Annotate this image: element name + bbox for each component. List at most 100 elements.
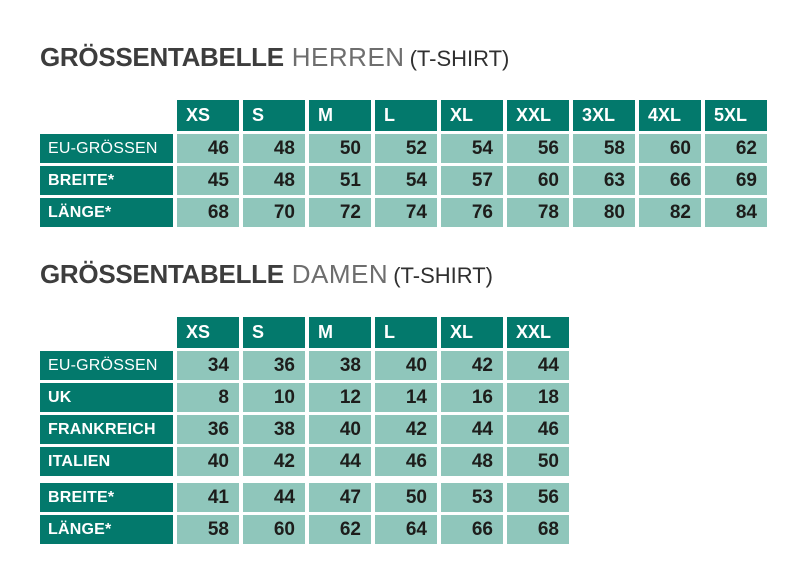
value-cell: 42 <box>243 447 305 476</box>
value-cell: 66 <box>441 515 503 544</box>
size-column-header: XS <box>177 317 239 348</box>
value-cell: 82 <box>639 198 701 227</box>
table-row: LÄNGE* 58 60 62 64 66 68 <box>40 515 803 544</box>
value-cell: 38 <box>309 351 371 380</box>
value-cell: 34 <box>177 351 239 380</box>
value-cell: 42 <box>375 415 437 444</box>
value-cell: 63 <box>573 166 635 195</box>
value-cell: 40 <box>309 415 371 444</box>
value-cell: 62 <box>309 515 371 544</box>
size-table: XS S M L XL XXL 3XL 4XL 5XL EU-GRÖSSEN 46 48 50 52 54 5… <box>40 100 803 227</box>
row-label: FRANKREICH <box>40 415 173 444</box>
value-cell: 68 <box>177 198 239 227</box>
value-cell: 48 <box>243 134 305 163</box>
value-cell: 78 <box>507 198 569 227</box>
value-cell: 53 <box>441 483 503 512</box>
table-row: LÄNGE* 68 70 72 74 76 78 80 82 84 <box>40 198 803 227</box>
value-cell: 54 <box>375 166 437 195</box>
size-table: XS S M L XL XXL EU-GRÖSSEN 34 36 38 40 42 44 UK 8 10 12 1… <box>40 317 803 544</box>
row-label: UK <box>40 383 173 412</box>
value-cell: 76 <box>441 198 503 227</box>
table-title-category: HERREN <box>291 42 405 72</box>
row-label: LÄNGE* <box>40 198 173 227</box>
value-cell: 46 <box>507 415 569 444</box>
row-label: BREITE* <box>40 483 173 512</box>
value-cell: 12 <box>309 383 371 412</box>
table-title-product: (T-SHIRT) <box>393 263 493 288</box>
table-row: BREITE* 45 48 51 54 57 60 63 66 69 <box>40 166 803 195</box>
table-row: BREITE* 41 44 47 50 53 56 <box>40 483 803 512</box>
size-column-header: M <box>309 317 371 348</box>
size-column-header: XXL <box>507 100 569 131</box>
table-title: GRÖSSENTABELLE HERREN (T-SHIRT) <box>40 42 803 73</box>
value-cell: 18 <box>507 383 569 412</box>
value-cell: 58 <box>177 515 239 544</box>
value-cell: 57 <box>441 166 503 195</box>
value-cell: 44 <box>507 351 569 380</box>
value-cell: 56 <box>507 134 569 163</box>
value-cell: 69 <box>705 166 767 195</box>
size-table-section: GRÖSSENTABELLE HERREN (T-SHIRT) XS S M L XL XXL 3… <box>40 42 803 227</box>
table-title-main: GRÖSSENTABELLE <box>40 42 284 72</box>
value-cell: 56 <box>507 483 569 512</box>
value-cell: 84 <box>705 198 767 227</box>
value-cell: 66 <box>639 166 701 195</box>
size-chart-page: GRÖSSENTABELLE HERREN (T-SHIRT) XS S M L XL XXL 3… <box>40 42 803 544</box>
size-column-header: XXL <box>507 317 569 348</box>
value-cell: 38 <box>243 415 305 444</box>
value-cell: 60 <box>507 166 569 195</box>
size-header-row: XS S M L XL XXL 3XL 4XL 5XL <box>40 100 803 131</box>
value-cell: 58 <box>573 134 635 163</box>
value-cell: 60 <box>243 515 305 544</box>
value-cell: 40 <box>177 447 239 476</box>
value-cell: 51 <box>309 166 371 195</box>
size-column-header: XL <box>441 317 503 348</box>
table-row: UK 8 10 12 14 16 18 <box>40 383 803 412</box>
value-cell: 14 <box>375 383 437 412</box>
value-cell: 74 <box>375 198 437 227</box>
table-row: ITALIEN 40 42 44 46 48 50 <box>40 447 803 476</box>
value-cell: 8 <box>177 383 239 412</box>
size-table-section: GRÖSSENTABELLE DAMEN (T-SHIRT) XS S M L XL XXL EU… <box>40 259 803 544</box>
value-cell: 44 <box>441 415 503 444</box>
row-label: EU-GRÖSSEN <box>40 134 173 163</box>
size-column-header: M <box>309 100 371 131</box>
value-cell: 41 <box>177 483 239 512</box>
size-column-header: S <box>243 100 305 131</box>
value-cell: 47 <box>309 483 371 512</box>
value-cell: 50 <box>375 483 437 512</box>
table-row: EU-GRÖSSEN 46 48 50 52 54 56 58 60 62 <box>40 134 803 163</box>
size-column-header: 3XL <box>573 100 635 131</box>
value-cell: 64 <box>375 515 437 544</box>
value-cell: 68 <box>507 515 569 544</box>
value-cell: 45 <box>177 166 239 195</box>
value-cell: 46 <box>375 447 437 476</box>
value-cell: 44 <box>309 447 371 476</box>
size-column-header: L <box>375 317 437 348</box>
value-cell: 36 <box>177 415 239 444</box>
corner-cell <box>40 100 173 131</box>
table-title-main: GRÖSSENTABELLE <box>40 259 284 289</box>
table-title-category: DAMEN <box>291 259 389 289</box>
value-cell: 70 <box>243 198 305 227</box>
value-cell: 10 <box>243 383 305 412</box>
corner-cell <box>40 317 173 348</box>
row-label: EU-GRÖSSEN <box>40 351 173 380</box>
size-column-header: XS <box>177 100 239 131</box>
size-column-header: XL <box>441 100 503 131</box>
size-column-header: L <box>375 100 437 131</box>
size-column-header: S <box>243 317 305 348</box>
table-row: EU-GRÖSSEN 34 36 38 40 42 44 <box>40 351 803 380</box>
value-cell: 44 <box>243 483 305 512</box>
table-title: GRÖSSENTABELLE DAMEN (T-SHIRT) <box>40 259 803 290</box>
value-cell: 54 <box>441 134 503 163</box>
value-cell: 62 <box>705 134 767 163</box>
value-cell: 46 <box>177 134 239 163</box>
size-column-header: 5XL <box>705 100 767 131</box>
size-header-row: XS S M L XL XXL <box>40 317 803 348</box>
value-cell: 42 <box>441 351 503 380</box>
value-cell: 52 <box>375 134 437 163</box>
size-column-header: 4XL <box>639 100 701 131</box>
value-cell: 80 <box>573 198 635 227</box>
table-row: FRANKREICH 36 38 40 42 44 46 <box>40 415 803 444</box>
